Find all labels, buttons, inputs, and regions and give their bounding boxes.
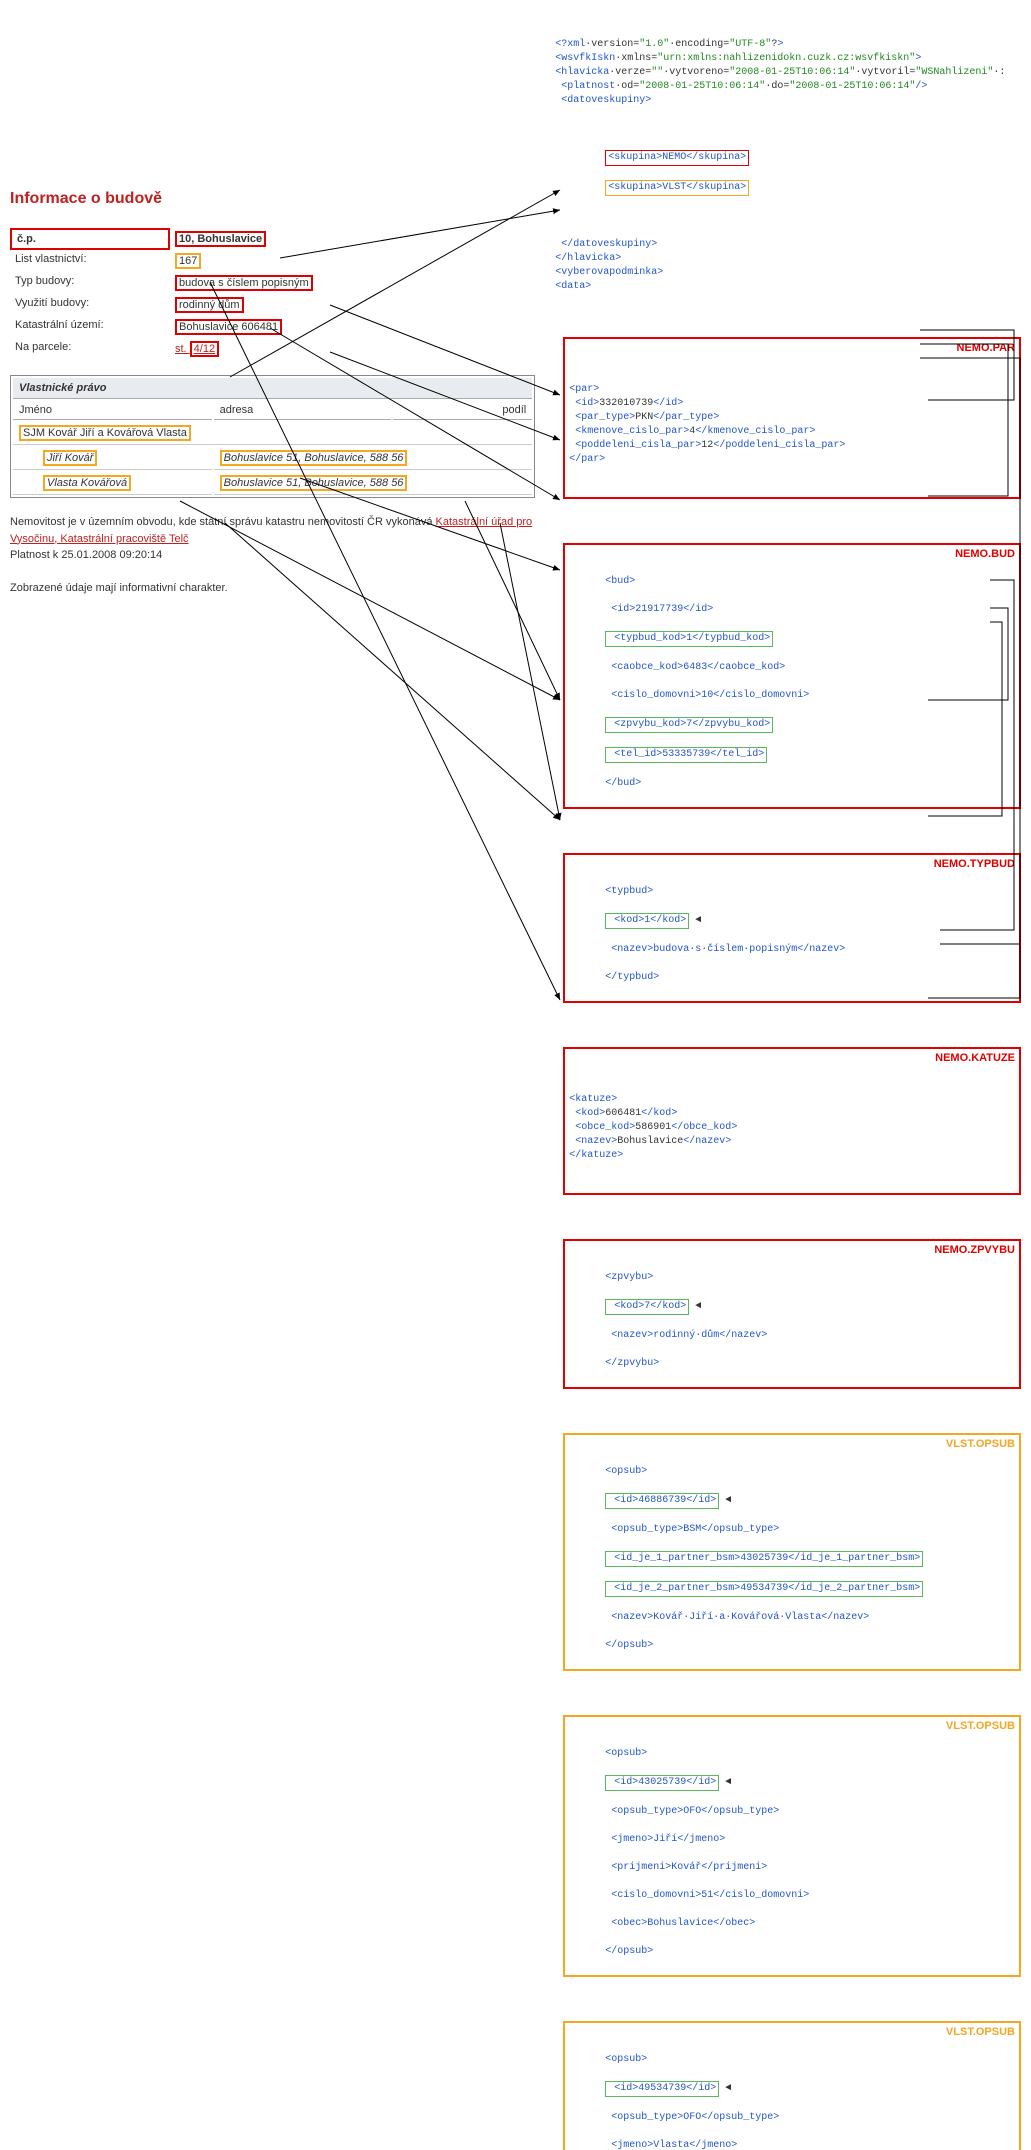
- par-prefix[interactable]: st.: [175, 343, 190, 355]
- label-opsub1: VLST.OPSUB: [946, 1437, 1015, 1451]
- p2-name: Vlasta Kovářová: [43, 475, 131, 491]
- ku-label: Katastrální území:: [10, 316, 170, 338]
- label-opsub3: VLST.OPSUB: [946, 2025, 1015, 2039]
- p2-addr: Bohuslavice 51, Bohuslavice, 588 56: [220, 475, 408, 491]
- building-info-table: č.p. 10, Bohuslavice List vlastnictví: 1…: [10, 228, 535, 360]
- label-zpvybu: NEMO.ZPVYBU: [934, 1243, 1015, 1257]
- xml-header2: </datoveskupiny></hlavicka><vyberovapodm…: [555, 238, 1021, 294]
- footer-3: Zobrazené údaje mají informativní charak…: [10, 580, 535, 597]
- box-vlst-opsub1: VLST.OPSUB <opsub> <id>46886739</id> ◄ <…: [563, 1433, 1021, 1671]
- box-nemo-bud: NEMO.BUD <bud> <id>21917739</id> <typbud…: [563, 543, 1021, 809]
- col-name: Jméno: [13, 401, 212, 420]
- footer-2: Platnost k 25.01.2008 09:20:14: [10, 547, 535, 564]
- p1-name: Jiří Kovář: [43, 450, 97, 466]
- left-panel: Informace o budově č.p. 10, Bohuslavice …: [10, 10, 535, 2150]
- box-nemo-par: NEMO.PAR <par> <id>332010739</id> <par_t…: [563, 337, 1021, 499]
- box-nemo-typbud: NEMO.TYPBUD <typbud> <kod>1</kod> ◄ <naz…: [563, 853, 1021, 1003]
- page-title: Informace o budově: [10, 190, 535, 208]
- lv-value: 167: [175, 253, 201, 269]
- xml-panel: <?xml·version="1.0"·encoding="UTF-8"?><w…: [555, 10, 1021, 2150]
- footer-1a: Nemovitost je v územním obvodu, kde stát…: [10, 516, 436, 528]
- vyu-label: Využití budovy:: [10, 294, 170, 316]
- typ-value: budova s číslem popisným: [175, 275, 313, 291]
- main-container: Informace o budově č.p. 10, Bohuslavice …: [10, 10, 1021, 2150]
- col-addr: adresa: [214, 401, 391, 420]
- lv-label: List vlastnictví:: [10, 250, 170, 272]
- vyu-value: rodinný dům: [175, 297, 244, 313]
- box-vlst-opsub2: VLST.OPSUB <opsub> <id>43025739</id> ◄ <…: [563, 1715, 1021, 1977]
- label-opsub2: VLST.OPSUB: [946, 1719, 1015, 1733]
- par-value[interactable]: 4/12: [190, 341, 219, 357]
- box-nemo-katuze: NEMO.KATUZE <katuze> <kod>606481</kod> <…: [563, 1047, 1021, 1195]
- ku-value: Bohuslavice 606481: [175, 319, 282, 335]
- skupina-nemo: <skupina>NEMO</skupina>: [605, 150, 749, 166]
- par-label: Na parcele:: [10, 338, 170, 360]
- box-nemo-zpvybu: NEMO.ZPVYBU <zpvybu> <kod>7</kod> ◄ <naz…: [563, 1239, 1021, 1389]
- ownership-table: Vlastnické právo Jméno adresa podíl SJM …: [10, 375, 535, 498]
- typ-label: Typ budovy:: [10, 272, 170, 294]
- sjm: SJM Kovář Jiří a Kovářová Vlasta: [19, 425, 191, 441]
- label-katuze: NEMO.KATUZE: [935, 1051, 1015, 1065]
- label-typbud: NEMO.TYPBUD: [934, 857, 1015, 871]
- xml-header: <?xml·version="1.0"·encoding="UTF-8"?><w…: [555, 38, 1021, 108]
- ownership-header: Vlastnické právo: [13, 378, 532, 399]
- label-par: NEMO.PAR: [957, 341, 1015, 355]
- box-vlst-opsub3: VLST.OPSUB <opsub> <id>49534739</id> ◄ <…: [563, 2021, 1021, 2150]
- footer-text: Nemovitost je v územním obvodu, kde stát…: [10, 514, 535, 597]
- cp-value: 10, Bohuslavice: [175, 231, 266, 247]
- cp-label: č.p.: [10, 228, 170, 250]
- col-share: podíl: [393, 401, 532, 420]
- p1-addr: Bohuslavice 51, Bohuslavice, 588 56: [220, 450, 408, 466]
- label-bud: NEMO.BUD: [955, 547, 1015, 561]
- skupina-vlst: <skupina>VLST</skupina>: [605, 180, 749, 196]
